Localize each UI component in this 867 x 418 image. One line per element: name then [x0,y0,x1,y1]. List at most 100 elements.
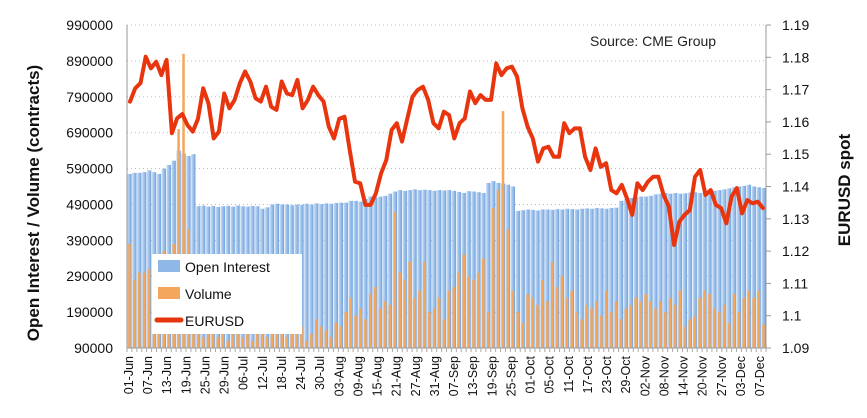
open-interest-bar [309,204,314,348]
volume-bar [713,308,716,348]
volume-bar [359,308,362,348]
open-interest-bar [525,209,530,348]
volume-bar [197,326,200,348]
volume-bar [457,272,461,348]
volume-bar [378,308,382,348]
volume-bar [324,330,328,348]
right-axis-tick-label: 1.13 [782,211,809,227]
open-interest-bar [304,203,309,348]
volume-bar [541,279,544,348]
open-interest-bar [146,170,152,348]
open-interest-bar [328,203,334,348]
left-axis-tick-label: 590000 [66,161,113,177]
volume-bar [732,294,736,348]
volume-bar [275,330,279,348]
volume-bar [629,304,633,348]
left-axis-tick-label: 490000 [66,196,113,212]
volume-bar [727,322,731,348]
volume-bar [590,308,593,348]
x-axis-tick-label: 21-Aug [390,356,404,396]
volume-bar [693,315,696,348]
open-interest-bar [451,190,457,348]
volume-bar [683,326,687,348]
volume-bar [265,337,269,348]
volume-bar [344,312,347,348]
x-axis-tick-label: 05-Oct [543,355,557,393]
open-interest-bar [132,172,137,348]
x-axis-tick-label: 19-Sep [485,356,499,396]
x-axis-tick-label: 18-Jul [275,356,289,390]
left-axis-tick-label: 690000 [66,125,113,141]
right-axis-title: EURUSD spot [835,133,854,246]
volume-bar [211,322,215,348]
volume-bar [251,340,254,348]
open-interest-bar [333,203,339,348]
volume-bar [644,294,647,348]
open-interest-bar [486,182,491,348]
x-axis-tick-label: 03-Aug [332,356,346,396]
volume-bar [349,297,352,348]
volume-bar [496,190,500,348]
open-interest-bar [761,187,766,348]
volume-bar [575,312,579,348]
volume-bar [369,294,372,348]
volume-bar [663,312,667,348]
volume-bar [182,53,185,348]
volume-bar [747,290,751,348]
open-interest-bar [609,208,614,348]
volume-bar [487,312,490,348]
open-interest-bar [368,196,373,348]
volume-bar [585,304,588,348]
legend-swatch-volume [158,287,180,299]
volume-bar [742,297,746,348]
volume-bar [373,286,377,348]
open-interest-bar [648,195,653,348]
right-axis-tick-label: 1.17 [782,82,809,98]
x-axis-tick-label: 29-Oct [619,355,633,393]
left-axis-tick-label: 790000 [66,89,113,105]
x-axis-tick-label: 13-Jun [160,356,174,394]
x-axis-tick-label: 01-Oct [524,355,538,393]
volume-bar [260,322,264,348]
open-interest-bar [387,193,393,348]
volume-bar [231,326,234,348]
open-interest-bar [667,193,673,348]
legend: Open Interest Volume EURUSD [152,254,302,334]
open-interest-bar [476,192,481,348]
volume-bar [526,294,529,348]
open-interest-bar [613,207,619,348]
right-axis-tick-label: 1.15 [782,146,809,162]
open-interest-bar [314,203,319,348]
volume-bar [555,286,559,348]
open-interest-bar [579,208,584,348]
volume-bar [305,340,308,348]
volume-bar [290,322,293,348]
volume-bar [521,322,524,348]
open-interest-bar [658,193,663,348]
open-interest-bar [633,197,638,348]
x-axis-tick-label: 27-Nov [715,355,729,396]
volume-bar [511,290,515,348]
volume-bar [437,297,441,348]
volume-bar [550,261,554,348]
volume-bar [708,294,711,348]
volume-bar [698,297,701,348]
open-interest-bar [569,209,574,348]
open-interest-bar [510,186,516,348]
volume-bar [408,261,411,348]
volume-bar [477,272,480,348]
volume-bar [570,290,574,348]
right-axis-tick-label: 1.14 [782,179,809,195]
open-interest-bar [427,190,432,348]
open-interest-bar [702,191,707,348]
volume-bar [241,337,244,348]
volume-bar [393,211,397,348]
eurusd-line-group [128,54,765,247]
source-note: Source: CME Group [590,33,716,49]
open-interest-bar [545,209,550,348]
x-axis-tick-label: 09-Aug [352,356,366,396]
eurusd-line [128,54,765,247]
open-interest-bar [446,190,452,348]
volume-bar [432,308,436,348]
volume-bar [580,319,583,348]
